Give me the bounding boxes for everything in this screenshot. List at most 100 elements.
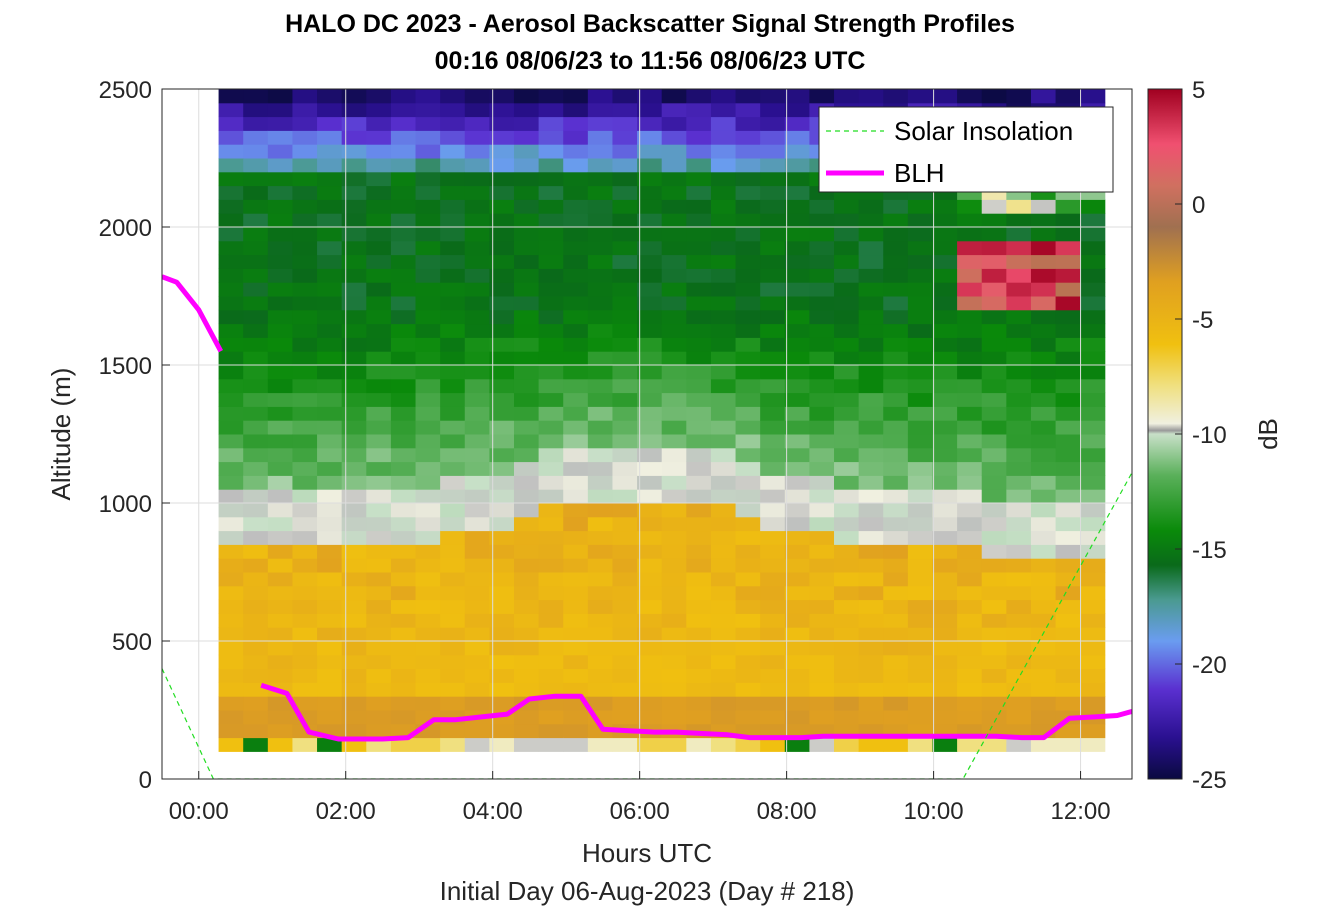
heatmap-cell	[341, 530, 367, 545]
heatmap-cell	[243, 641, 269, 656]
heatmap-cell	[834, 516, 860, 532]
heatmap-cell	[735, 654, 761, 670]
heatmap-cell	[637, 392, 663, 407]
heatmap-cell	[538, 434, 564, 449]
heatmap-cell	[317, 516, 343, 532]
heatmap-cell	[390, 337, 417, 352]
heatmap-cell	[489, 654, 515, 670]
heatmap-cell	[390, 323, 417, 338]
heatmap-cell	[637, 213, 663, 228]
heatmap-cell	[218, 116, 244, 131]
heatmap-cell	[907, 475, 933, 490]
heatmap-cell	[390, 682, 417, 697]
heatmap-cell	[317, 613, 343, 628]
heatmap-cell	[1006, 254, 1032, 269]
heatmap-cell	[513, 585, 540, 601]
heatmap-cell	[218, 475, 244, 490]
heatmap-cell	[957, 89, 983, 104]
heatmap-cell	[735, 116, 761, 131]
heatmap-cell	[366, 213, 392, 228]
heatmap-cell	[858, 199, 884, 214]
heatmap-cell	[267, 737, 293, 752]
heatmap-cell	[415, 461, 441, 476]
heatmap-cell	[366, 475, 392, 490]
heatmap-cell	[1030, 599, 1057, 614]
heatmap-cell	[784, 227, 810, 242]
heatmap-cell	[267, 723, 293, 739]
heatmap-cell	[464, 296, 490, 311]
heatmap-cell	[366, 489, 392, 504]
heatmap-cell	[784, 254, 810, 269]
heatmap-cell	[760, 558, 786, 573]
heatmap-cell	[292, 627, 318, 642]
heatmap-cell	[341, 613, 367, 628]
heatmap-cell	[637, 544, 663, 559]
heatmap-cell	[489, 144, 515, 159]
heatmap-cell	[858, 365, 884, 380]
heatmap-cell	[760, 627, 786, 642]
heatmap-cell	[932, 475, 958, 490]
heatmap-cell	[981, 654, 1007, 670]
heatmap-cell	[661, 461, 687, 476]
heatmap-cell	[932, 447, 958, 463]
heatmap-cell	[612, 641, 638, 656]
heatmap-cell	[784, 641, 810, 656]
heatmap-cell	[513, 89, 540, 104]
heatmap-cell	[1030, 516, 1057, 532]
heatmap-cell	[1055, 213, 1081, 228]
heatmap-cell	[760, 116, 786, 131]
heatmap-cell	[710, 710, 737, 725]
heatmap-cell	[735, 682, 761, 697]
heatmap-cell	[661, 668, 687, 683]
heatmap-cell	[1030, 558, 1057, 573]
heatmap-cell	[538, 447, 564, 463]
heatmap-cell	[267, 254, 293, 269]
heatmap-cell	[809, 447, 835, 463]
heatmap-cell	[243, 240, 269, 256]
heatmap-cell	[538, 585, 564, 601]
heatmap-cell	[267, 158, 293, 173]
heatmap-cell	[710, 503, 737, 518]
heatmap-cell	[932, 654, 958, 670]
heatmap-cell	[1080, 503, 1106, 518]
heatmap-cell	[440, 337, 466, 352]
heatmap-cell	[513, 130, 540, 145]
heatmap-cell	[513, 503, 540, 518]
heatmap-cell	[243, 544, 269, 559]
heatmap-cell	[538, 723, 564, 739]
heatmap-cell	[858, 696, 884, 711]
heatmap-cell	[513, 682, 540, 697]
heatmap-cell	[440, 599, 466, 614]
heatmap-cell	[563, 503, 589, 518]
heatmap-cell	[957, 668, 983, 683]
heatmap-cell	[932, 710, 958, 725]
heatmap-cell	[243, 282, 269, 297]
heatmap-cell	[1080, 268, 1106, 283]
heatmap-cell	[513, 544, 540, 559]
heatmap-cell	[686, 613, 712, 628]
heatmap-cell	[440, 572, 466, 587]
heatmap-cell	[317, 213, 343, 228]
heatmap-cell	[883, 254, 909, 269]
heatmap-cell	[538, 158, 564, 173]
heatmap-cell	[267, 337, 293, 352]
heatmap-cell	[834, 365, 860, 380]
heatmap-cell	[563, 199, 589, 214]
heatmap-cell	[341, 337, 367, 352]
heatmap-cell	[932, 213, 958, 228]
heatmap-cell	[1080, 461, 1106, 476]
legend-solar-label: Solar Insolation	[894, 116, 1073, 146]
heatmap-cell	[661, 171, 687, 187]
heatmap-cell	[563, 558, 589, 573]
heatmap-cell	[1006, 723, 1032, 739]
heatmap-cell	[710, 447, 737, 463]
heatmap-cell	[440, 682, 466, 697]
heatmap-cell	[612, 599, 638, 614]
heatmap-cell	[858, 737, 884, 752]
heatmap-cell	[858, 641, 884, 656]
heatmap-cell	[1006, 282, 1032, 297]
heatmap-cell	[587, 696, 613, 711]
heatmap-cell	[267, 282, 293, 297]
heatmap-cell	[390, 710, 417, 725]
heatmap-cell	[1030, 737, 1057, 752]
